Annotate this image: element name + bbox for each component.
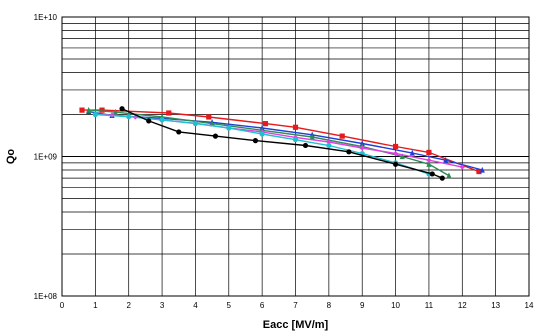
- x-tick-label: 10: [391, 301, 400, 310]
- data-point: [392, 150, 399, 157]
- data-point: [92, 111, 98, 118]
- data-point: [292, 137, 299, 143]
- x-tick-label: 12: [458, 301, 467, 310]
- x-tick-label: 2: [126, 301, 131, 310]
- data-point: [346, 149, 352, 155]
- x-tick-label: 5: [227, 301, 232, 310]
- data-point: [359, 140, 365, 147]
- data-point: [262, 121, 269, 127]
- data-point: [309, 133, 315, 140]
- data-point: [426, 161, 432, 167]
- x-tick-label: 7: [293, 301, 298, 310]
- x-tick-label: 1: [93, 301, 98, 310]
- data-point: [259, 131, 265, 137]
- x-tick-label: 6: [260, 301, 265, 310]
- data-point: [446, 172, 452, 179]
- data-point: [459, 164, 465, 170]
- data-point: [392, 161, 399, 167]
- data-point: [112, 108, 118, 115]
- data-point: [439, 175, 445, 181]
- series-line: [88, 109, 450, 177]
- data-point: [206, 114, 212, 120]
- data-point: [302, 142, 309, 149]
- data-point: [292, 124, 299, 130]
- data-point: [359, 145, 365, 151]
- data-point: [326, 142, 332, 149]
- data-point: [99, 107, 105, 113]
- x-tick-label: 4: [193, 301, 198, 310]
- data-point: [426, 157, 432, 163]
- data-point: [326, 139, 332, 145]
- series-1: [79, 107, 482, 175]
- data-point: [212, 133, 219, 139]
- data-point: [429, 171, 435, 177]
- x-tick-label: 14: [525, 301, 534, 310]
- data-point: [392, 143, 399, 150]
- data-point: [119, 106, 125, 112]
- series-6: [119, 106, 445, 181]
- data-point: [86, 106, 92, 113]
- y-tick-label: 1E+09: [34, 153, 58, 162]
- data-point: [476, 168, 482, 175]
- data-point: [126, 114, 132, 120]
- data-point: [399, 153, 405, 160]
- grid: [61, 17, 530, 297]
- y-tick-label: 1E+10: [34, 13, 58, 22]
- series-line: [121, 108, 443, 179]
- data-point: [339, 133, 345, 139]
- x-tick-label: 0: [60, 301, 65, 310]
- x-tick-label: 11: [425, 301, 434, 310]
- data-point: [146, 118, 152, 124]
- data-point: [479, 166, 485, 173]
- x-tick-label: 8: [327, 301, 332, 310]
- x-tick-label: 13: [491, 301, 500, 310]
- data-point: [443, 157, 449, 163]
- data-point: [159, 117, 165, 123]
- y-tick-label: 1E+08: [34, 292, 58, 301]
- data-point: [226, 125, 232, 131]
- y-axis-title: Qo: [5, 149, 17, 165]
- series-line: [82, 109, 480, 173]
- data-point: [409, 149, 415, 156]
- plot-area: [61, 16, 530, 297]
- data-point: [176, 129, 182, 135]
- data-point: [166, 110, 172, 116]
- x-tick-label: 3: [160, 301, 165, 310]
- x-axis-title: Eacc [MV/m]: [263, 319, 329, 331]
- data-point: [192, 121, 199, 127]
- series-layer: [79, 106, 485, 181]
- data-point: [426, 149, 432, 156]
- data-point: [79, 107, 85, 113]
- data-point: [252, 138, 259, 144]
- x-tick-label: 9: [360, 301, 365, 310]
- series-3: [86, 106, 452, 179]
